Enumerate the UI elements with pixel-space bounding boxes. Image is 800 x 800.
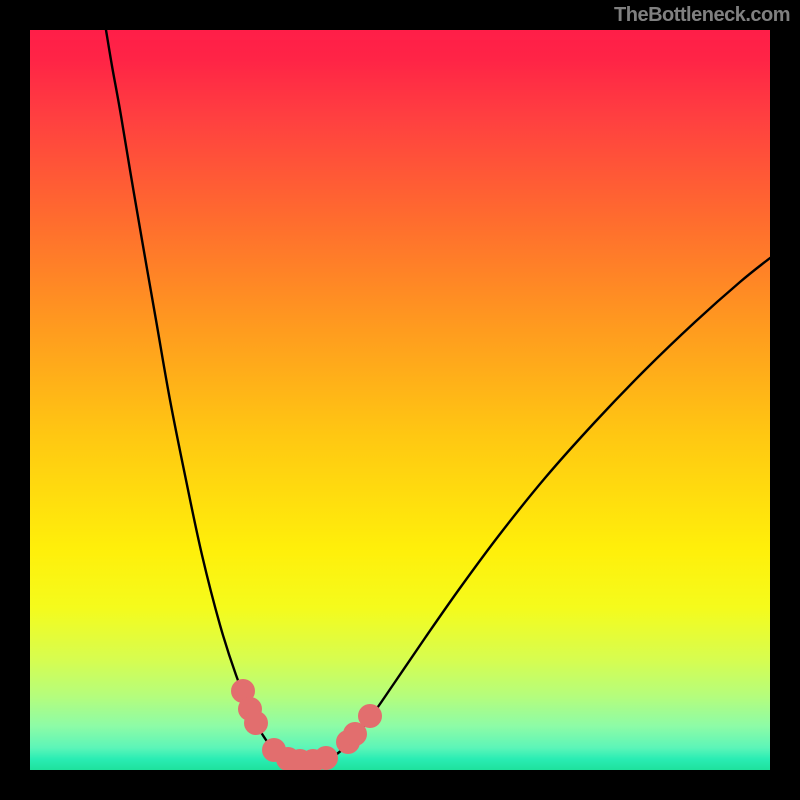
plot-area bbox=[30, 30, 770, 770]
chart-frame: TheBottleneck.com bbox=[0, 0, 800, 800]
attribution-label: TheBottleneck.com bbox=[614, 4, 790, 27]
data-marker bbox=[314, 746, 338, 770]
data-marker bbox=[358, 704, 382, 728]
bottleneck-curve-chart bbox=[30, 30, 770, 770]
data-marker bbox=[244, 711, 268, 735]
gradient-background bbox=[30, 30, 770, 770]
